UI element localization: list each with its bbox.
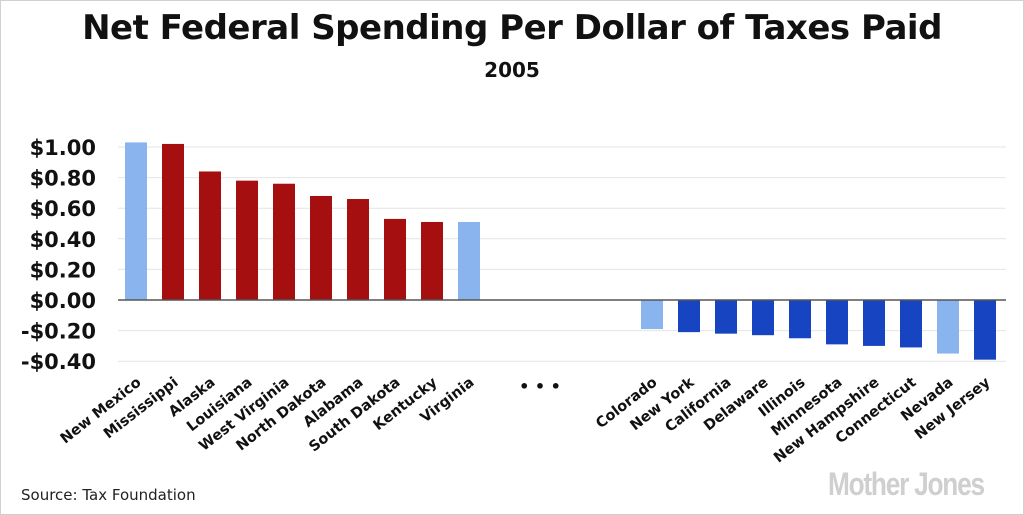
bar <box>273 183 295 300</box>
bar <box>937 300 959 354</box>
y-tick-label: $0.20 <box>30 258 96 282</box>
y-tick-label: -$0.20 <box>21 320 96 344</box>
y-tick-label: $0.00 <box>30 289 96 313</box>
y-tick-label: -$0.40 <box>21 350 96 374</box>
source-note: Source: Tax Foundation <box>21 486 196 504</box>
bar <box>789 300 811 339</box>
bar <box>125 142 147 300</box>
ellipsis-marker: • • • <box>519 377 561 396</box>
bar <box>715 300 737 334</box>
chart-title: Net Federal Spending Per Dollar of Taxes… <box>82 8 942 48</box>
bar <box>236 180 258 300</box>
bar <box>199 171 221 300</box>
bar <box>421 221 443 300</box>
y-tick-label: $1.00 <box>30 136 96 160</box>
bar <box>826 300 848 345</box>
bar <box>458 221 480 300</box>
y-tick-label: $0.40 <box>30 228 96 252</box>
bar <box>384 218 406 300</box>
bar <box>641 300 663 330</box>
bar <box>974 300 996 360</box>
bar <box>900 300 922 348</box>
bar <box>162 143 184 300</box>
y-tick-label: $0.80 <box>30 167 96 191</box>
y-tick-label: $0.60 <box>30 197 96 221</box>
bar <box>863 300 885 346</box>
bar <box>347 199 369 300</box>
mother-jones-logo: Mother Jones <box>828 466 985 502</box>
bar <box>310 195 332 300</box>
chart-subtitle: 2005 <box>484 58 540 82</box>
bar <box>752 300 774 336</box>
bar <box>678 300 700 333</box>
